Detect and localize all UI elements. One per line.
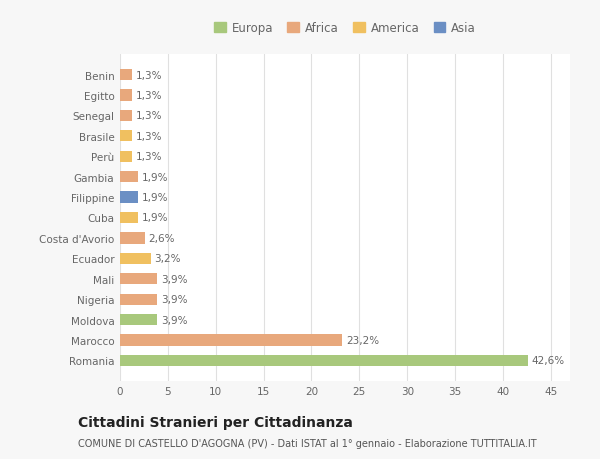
Text: 2,6%: 2,6%	[149, 233, 175, 243]
Text: 3,9%: 3,9%	[161, 315, 188, 325]
Bar	[120, 70, 133, 81]
Bar	[120, 314, 157, 325]
Bar	[120, 151, 133, 162]
Text: 1,9%: 1,9%	[142, 193, 169, 203]
Bar	[120, 253, 151, 264]
Text: 23,2%: 23,2%	[346, 335, 379, 345]
Text: 1,3%: 1,3%	[136, 132, 163, 141]
Bar	[120, 111, 133, 122]
Bar	[120, 213, 138, 224]
Text: 1,9%: 1,9%	[142, 213, 169, 223]
Bar	[120, 90, 133, 101]
Text: COMUNE DI CASTELLO D'AGOGNA (PV) - Dati ISTAT al 1° gennaio - Elaborazione TUTTI: COMUNE DI CASTELLO D'AGOGNA (PV) - Dati …	[78, 438, 536, 448]
Bar	[120, 274, 157, 285]
Text: 1,9%: 1,9%	[142, 172, 169, 182]
Text: 3,9%: 3,9%	[161, 295, 188, 304]
Bar	[120, 131, 133, 142]
Bar	[120, 233, 145, 244]
Text: 3,2%: 3,2%	[154, 254, 181, 264]
Bar	[120, 172, 138, 183]
Bar	[120, 294, 157, 305]
Text: 1,3%: 1,3%	[136, 111, 163, 121]
Text: 3,9%: 3,9%	[161, 274, 188, 284]
Text: 1,3%: 1,3%	[136, 91, 163, 101]
Text: 1,3%: 1,3%	[136, 152, 163, 162]
Bar	[120, 192, 138, 203]
Text: 42,6%: 42,6%	[532, 356, 565, 365]
Bar	[120, 335, 342, 346]
Text: 1,3%: 1,3%	[136, 71, 163, 80]
Bar	[120, 355, 528, 366]
Text: Cittadini Stranieri per Cittadinanza: Cittadini Stranieri per Cittadinanza	[78, 415, 353, 429]
Legend: Europa, Africa, America, Asia: Europa, Africa, America, Asia	[214, 22, 476, 35]
